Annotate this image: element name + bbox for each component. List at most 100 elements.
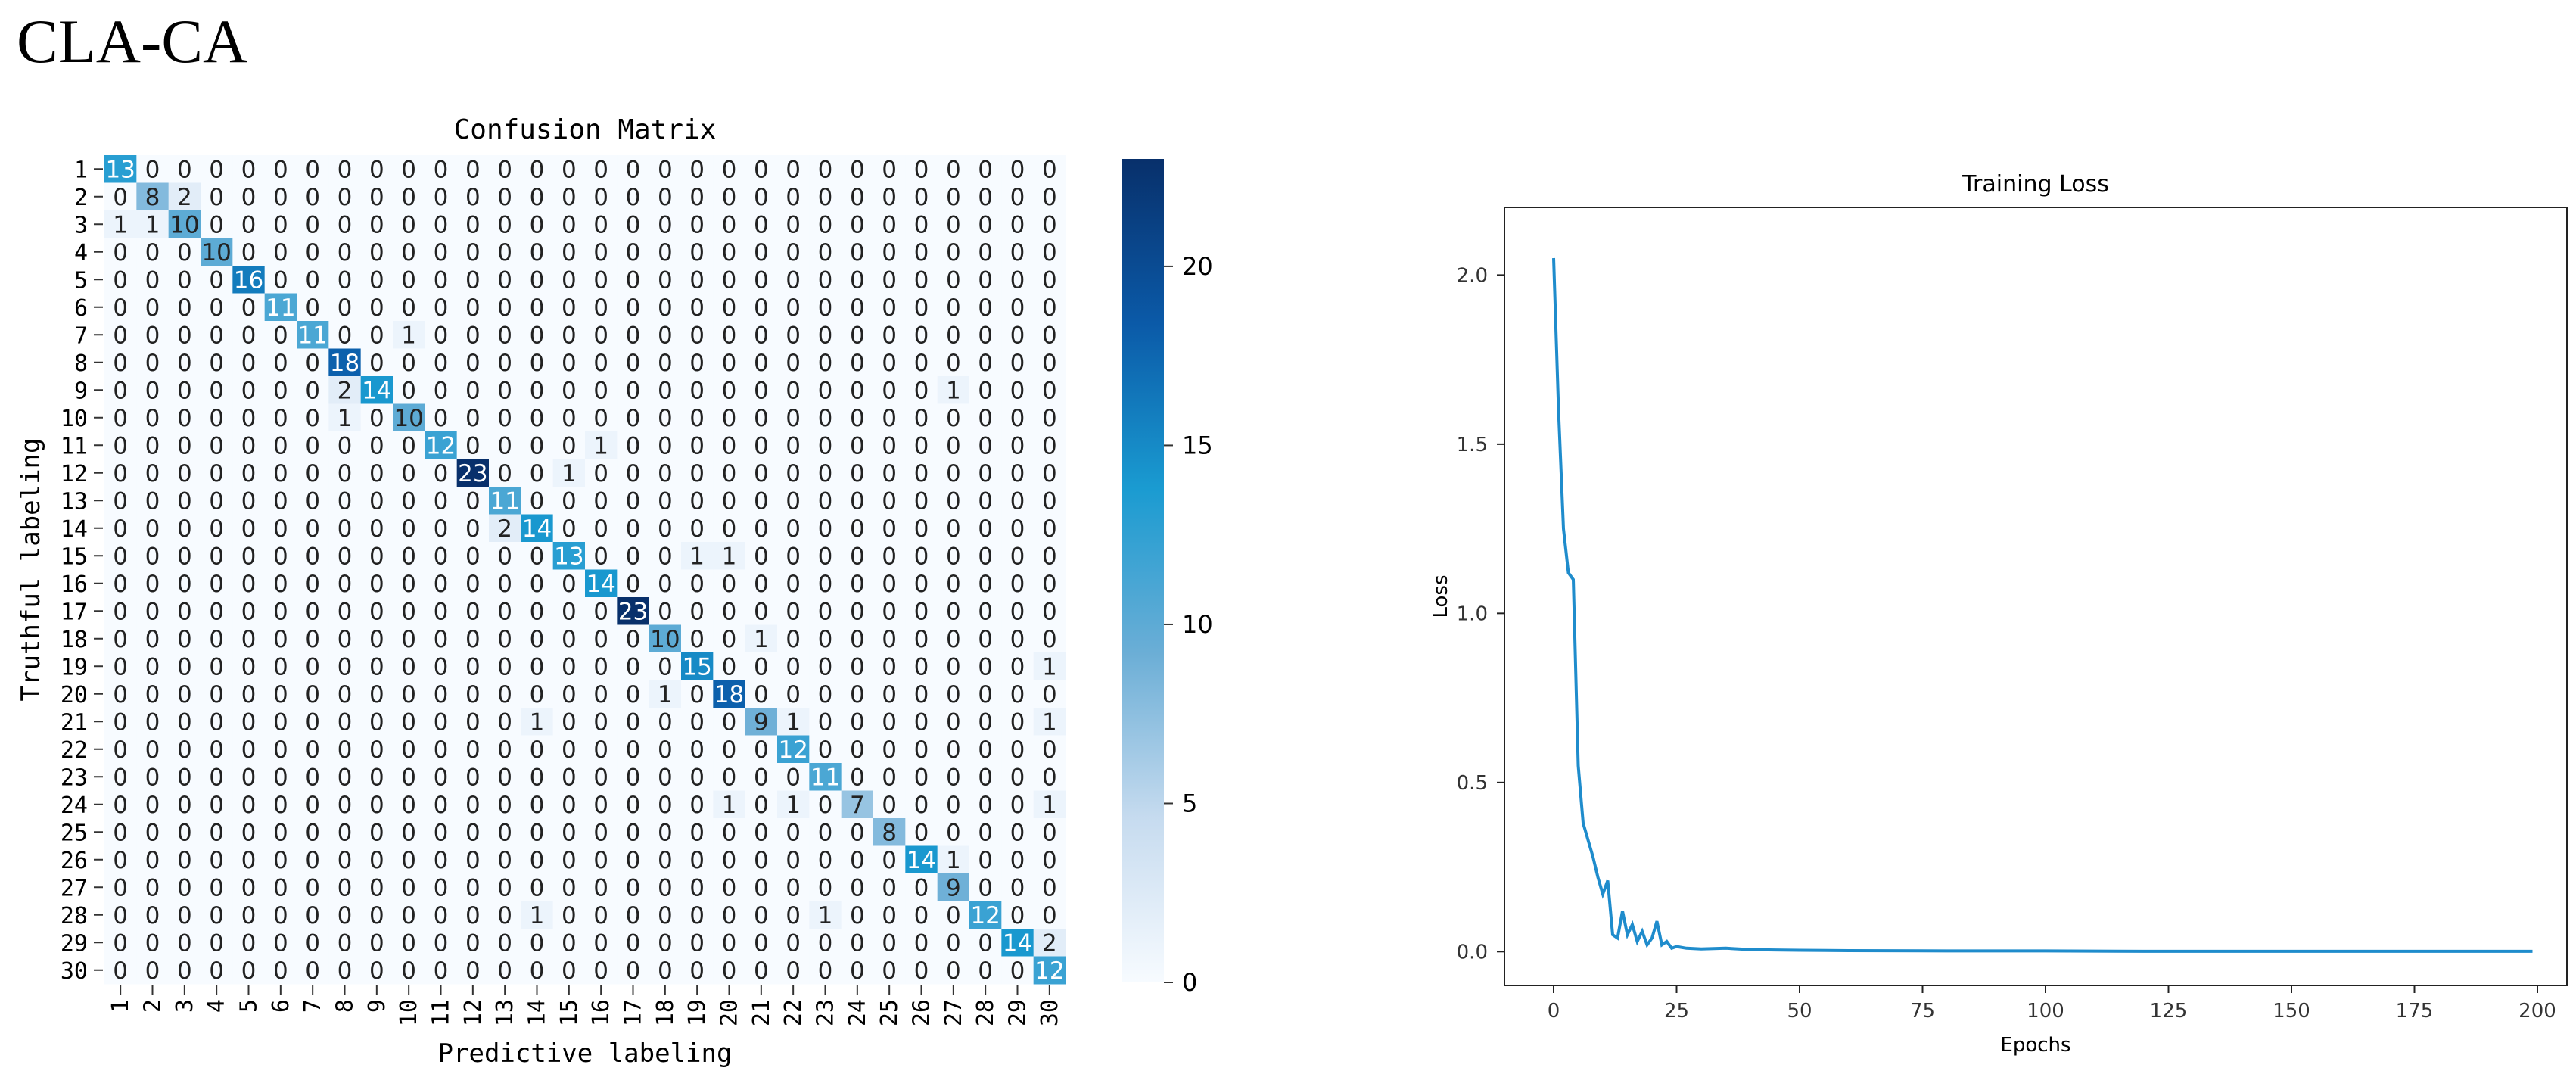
heatmap-cell — [360, 210, 394, 238]
heatmap-cell — [841, 182, 874, 211]
heatmap-cell — [841, 542, 874, 570]
heatmap-cell-value: 0 — [465, 571, 481, 598]
heatmap-cell-value: 0 — [722, 847, 737, 874]
heatmap-cell-value: 0 — [754, 266, 769, 294]
heatmap-cell — [552, 348, 586, 377]
heatmap-cell-value: 0 — [593, 792, 608, 819]
heatmap-cell-value: 0 — [465, 653, 481, 680]
heatmap-cell — [201, 431, 233, 459]
heatmap-cell — [456, 569, 490, 598]
heatmap-cell-value: 0 — [338, 294, 353, 322]
y-tick-label: 30 — [61, 958, 88, 985]
heatmap-cell-value: 0 — [658, 184, 673, 211]
heatmap-cell-value: 14 — [522, 515, 552, 543]
heatmap-cell-value: 0 — [497, 294, 512, 322]
heatmap-cell-value: 0 — [658, 764, 673, 791]
heatmap-cell — [104, 238, 137, 266]
heatmap-cell — [264, 155, 297, 183]
heatmap-cell — [969, 182, 1002, 211]
heatmap-cell-value: 0 — [369, 874, 384, 901]
heatmap-cell — [649, 238, 682, 266]
heatmap-cell — [937, 182, 970, 211]
heatmap-cell — [873, 293, 906, 322]
heatmap-cell-value: 0 — [946, 902, 961, 929]
heatmap-cell — [873, 735, 906, 764]
heatmap-cell — [264, 348, 297, 377]
heatmap-cell-value: 0 — [338, 653, 353, 680]
heatmap-cell — [905, 542, 938, 570]
heatmap-cell-value: 0 — [818, 156, 833, 183]
heatmap-cell-value: 0 — [978, 405, 993, 432]
heatmap-cell — [393, 459, 425, 487]
heatmap-cell-value: 0 — [145, 377, 160, 404]
heatmap-cell-value: 0 — [946, 598, 961, 625]
heatmap-cell-value: 0 — [241, 957, 257, 985]
heatmap-cell — [617, 569, 650, 598]
heatmap-cell-value: 0 — [177, 957, 192, 985]
heatmap-cell-value: 0 — [882, 626, 897, 653]
heatmap-cell-value: 0 — [145, 847, 160, 874]
heatmap-cell — [713, 569, 746, 598]
heatmap-cell — [745, 431, 778, 459]
heatmap-cell-value: 0 — [113, 792, 128, 819]
heatmap-cell-value: 0 — [497, 460, 512, 487]
heatmap-cell — [136, 680, 170, 708]
heatmap-cell — [232, 155, 266, 183]
heatmap-cell — [297, 735, 329, 764]
heatmap-cell-value: 0 — [1010, 322, 1025, 349]
heatmap-cell-value: 0 — [434, 322, 449, 349]
heatmap-cell-value: 0 — [434, 515, 449, 543]
heatmap-cell — [937, 514, 970, 543]
heatmap-cell — [1001, 708, 1034, 736]
heatmap-cell-value: 0 — [369, 239, 384, 266]
heatmap-cell — [360, 569, 394, 598]
heatmap-cell — [328, 514, 362, 543]
heatmap-cell-value: 0 — [1042, 487, 1057, 515]
colorbar-tick-label: 10 — [1182, 610, 1213, 639]
heatmap-cell — [905, 182, 938, 211]
heatmap-cell — [713, 238, 746, 266]
heatmap-cell-value: 1 — [689, 543, 705, 570]
heatmap-cell-value: 0 — [562, 432, 577, 459]
heatmap-cell — [745, 459, 778, 487]
y-tick-label: 28 — [61, 903, 88, 929]
heatmap-cell — [713, 708, 746, 736]
heatmap-cell-value: 0 — [209, 487, 224, 515]
colorbar-tick-label: 5 — [1182, 789, 1197, 817]
heatmap-cell — [489, 376, 521, 404]
heatmap-cell-value: 10 — [170, 211, 199, 238]
heatmap-cell-value: 0 — [1010, 598, 1025, 625]
heatmap-cell-value: 0 — [497, 792, 512, 819]
heatmap-cell — [713, 597, 746, 625]
heatmap-cell-value: 0 — [786, 571, 801, 598]
heatmap-cell-value: 0 — [1042, 211, 1057, 238]
heatmap-cell-value: 0 — [882, 405, 897, 432]
heatmap-cell — [809, 790, 842, 819]
heatmap-cell-value: 0 — [177, 626, 192, 653]
heatmap-cell — [649, 487, 682, 515]
heatmap-cell-value: 0 — [626, 681, 641, 708]
heatmap-cell — [297, 514, 329, 543]
heatmap-cell — [264, 624, 297, 653]
heatmap-cell — [873, 403, 906, 432]
heatmap-cell — [617, 238, 650, 266]
heatmap-cell — [777, 790, 810, 819]
heatmap-cell-value: 0 — [786, 957, 801, 985]
heatmap-cell-value: 0 — [754, 460, 769, 487]
heatmap-cell-value: 0 — [1042, 239, 1057, 266]
heatmap-cell-value: 0 — [305, 460, 320, 487]
heatmap-cell — [552, 431, 586, 459]
heatmap-cell — [841, 652, 874, 680]
heatmap-cell-value: 0 — [626, 487, 641, 515]
heatmap-cell — [168, 293, 201, 322]
heatmap-cell — [264, 321, 297, 349]
heatmap-cell-value: 0 — [1042, 377, 1057, 404]
heatmap-cell-value: 0 — [273, 487, 288, 515]
heatmap-cell-value: 0 — [978, 874, 993, 901]
heatmap-cell — [104, 321, 137, 349]
heatmap-cell — [937, 155, 970, 183]
y-tick-label: 4 — [74, 240, 88, 266]
x-tick-label: 20 — [717, 999, 743, 1026]
heatmap-cell-value: 0 — [305, 184, 320, 211]
heatmap-cell-value: 0 — [722, 377, 737, 404]
